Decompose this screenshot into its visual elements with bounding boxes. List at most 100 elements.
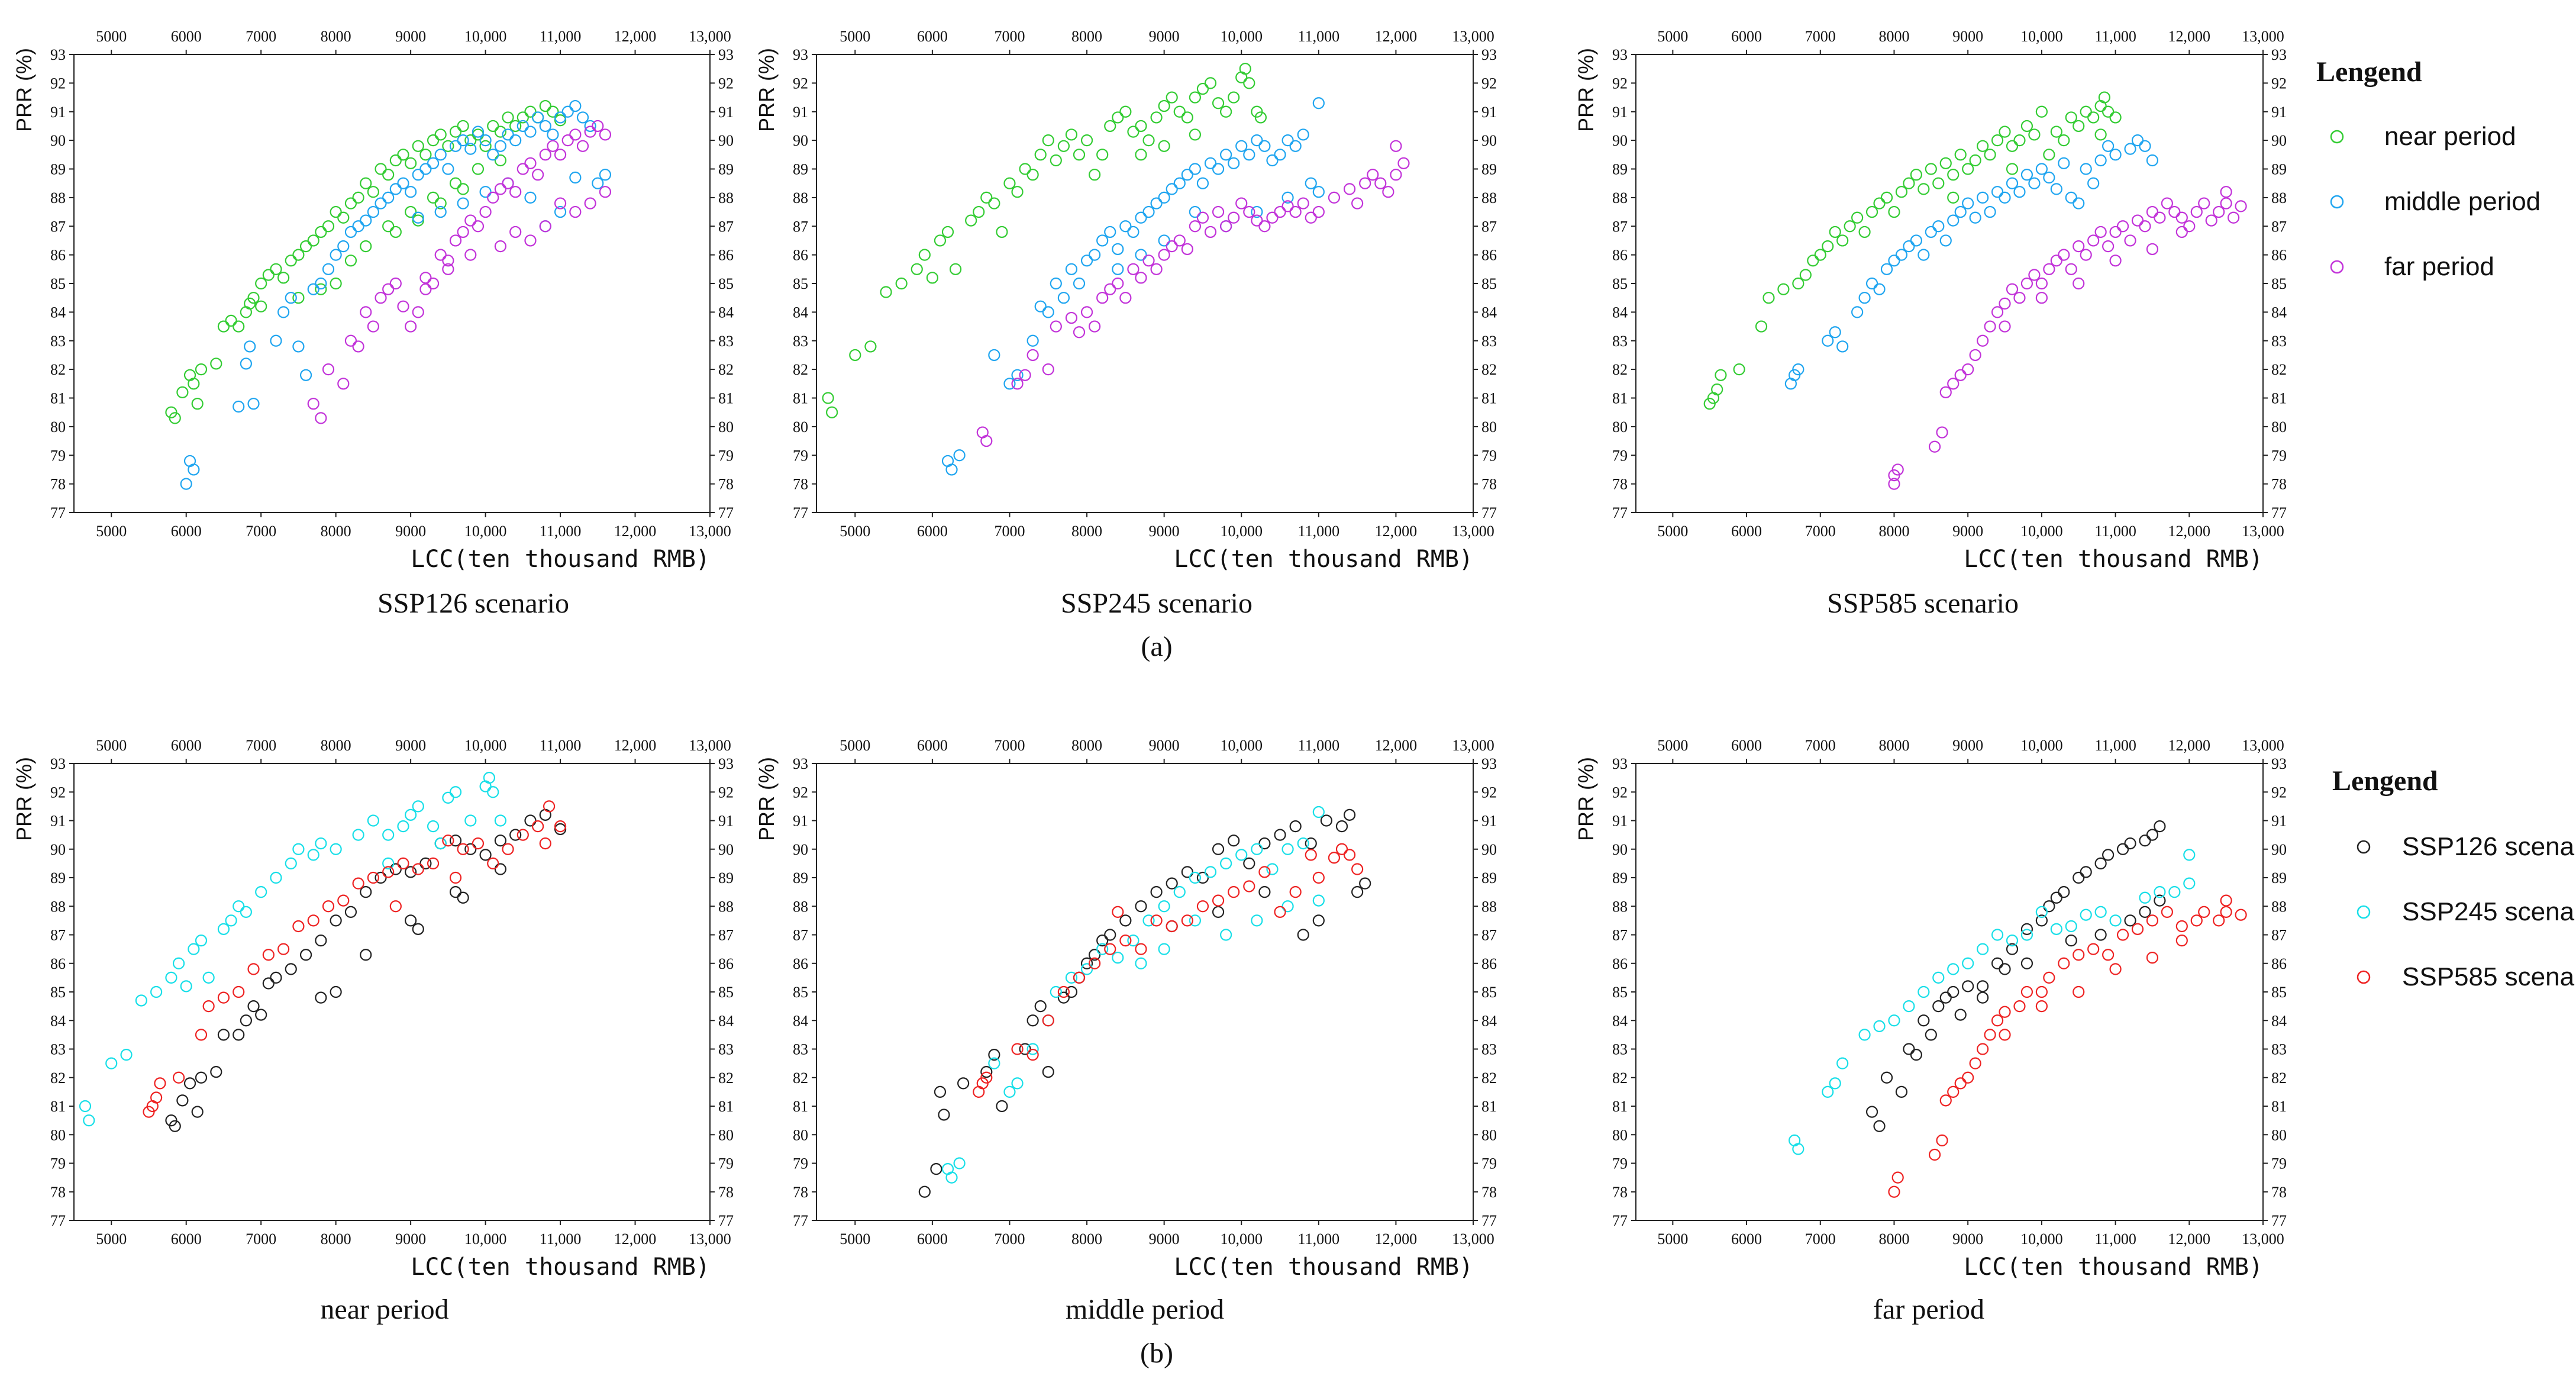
- data-point: [1962, 980, 1974, 993]
- data-point: [434, 837, 447, 850]
- data-point: [1003, 177, 1016, 189]
- data-point: [1999, 297, 2011, 310]
- chart-panel-4: 5000 5000 6000 6000 7000 7000 8000 8000 9000 9000…: [12, 737, 734, 1325]
- y-tick-label-right: 89: [1481, 869, 1497, 887]
- data-point: [1050, 320, 1062, 333]
- data-point: [405, 866, 417, 878]
- data-point: [397, 820, 409, 833]
- y-tick-label: 85: [50, 275, 66, 292]
- data-point: [1918, 985, 1930, 998]
- data-point: [2168, 886, 2181, 898]
- y-tick-label: 80: [1612, 1126, 1628, 1143]
- data-point: [360, 306, 372, 318]
- x-tick-label: 13,000: [689, 523, 731, 540]
- data-point: [1274, 829, 1286, 841]
- data-point: [980, 434, 993, 447]
- data-point: [1858, 225, 1871, 239]
- x-tick-label-top: 7000: [246, 737, 276, 754]
- data-point: [584, 125, 596, 138]
- data-point: [1873, 1020, 1886, 1033]
- data-point: [1212, 205, 1225, 218]
- data-point: [1977, 140, 1989, 152]
- y-tick-label-right: 92: [1481, 784, 1497, 801]
- x-tick-label: 5000: [840, 1230, 870, 1248]
- x-tick-label-top: 7000: [1805, 737, 1836, 754]
- data-point: [397, 300, 409, 312]
- data-point: [1947, 963, 1960, 975]
- data-point: [1158, 943, 1170, 955]
- data-point: [233, 1029, 245, 1041]
- x-tick-label: 11,000: [2094, 523, 2136, 540]
- data-point: [1888, 478, 1900, 490]
- y-tick-label: 84: [50, 1012, 66, 1029]
- x-tick-label: 11,000: [540, 523, 582, 540]
- data-point: [1003, 378, 1016, 390]
- y-tick-label-right: 86: [718, 247, 734, 264]
- data-point: [457, 183, 469, 195]
- data-point: [307, 398, 319, 410]
- data-point: [464, 143, 477, 155]
- data-point: [375, 292, 387, 304]
- x-tick-label: 10,000: [464, 1230, 507, 1248]
- y-tick-label: 92: [50, 75, 66, 92]
- data-point: [442, 791, 454, 804]
- data-point: [509, 225, 522, 239]
- y-tick-label-right: 83: [718, 333, 734, 350]
- data-point: [2139, 220, 2151, 233]
- data-point: [375, 871, 387, 884]
- data-point: [1142, 914, 1155, 927]
- data-point: [1119, 935, 1132, 947]
- data-point: [2220, 197, 2232, 210]
- y-tick-label: 88: [1612, 189, 1628, 207]
- y-tick-label: 86: [50, 955, 66, 972]
- x-tick-label-top: 10,000: [2020, 737, 2063, 754]
- data-point: [1351, 863, 1364, 875]
- data-point: [1042, 306, 1054, 318]
- y-tick-label: 78: [50, 1184, 66, 1201]
- y-tick-label: 79: [50, 1155, 66, 1172]
- data-point: [457, 134, 469, 147]
- data-point: [344, 225, 357, 239]
- data-point: [2175, 211, 2188, 224]
- x-tick-label-top: 6000: [917, 28, 948, 45]
- data-point: [918, 1185, 931, 1198]
- data-point: [2124, 837, 2136, 850]
- y-tick-label: 85: [793, 984, 808, 1001]
- data-point: [1999, 191, 2011, 204]
- data-point: [532, 820, 544, 833]
- y-tick-label-right: 86: [2271, 955, 2287, 972]
- x-tick-label: 6000: [917, 523, 948, 540]
- data-point: [1297, 197, 1309, 210]
- data-point: [1258, 886, 1271, 898]
- y-tick-label: 89: [1612, 161, 1628, 178]
- data-point: [1135, 957, 1147, 969]
- x-tick-label-top: 9000: [1952, 28, 1983, 45]
- data-point: [1991, 134, 2004, 147]
- series-ssp126-scenario: [165, 808, 567, 1132]
- x-axis-label: LCC(ten thousand RMB): [1174, 546, 1473, 573]
- data-point: [1112, 277, 1124, 290]
- y-tick-label-right: 86: [1481, 955, 1497, 972]
- data-point: [1181, 243, 1193, 256]
- data-point: [1243, 205, 1255, 218]
- data-point: [561, 134, 574, 147]
- data-point: [1251, 205, 1263, 218]
- y-tick-label: 78: [793, 476, 808, 493]
- x-tick-label-top: 5000: [1657, 28, 1688, 45]
- y-axis-label: PRR (%): [1574, 757, 1598, 841]
- y-tick-label-right: 78: [718, 1184, 734, 1201]
- data-point: [442, 140, 454, 152]
- data-point: [1939, 1094, 1952, 1107]
- y-tick-label-right: 88: [718, 898, 734, 915]
- data-point: [344, 254, 357, 267]
- y-tick-label: 86: [793, 955, 808, 972]
- data-point: [180, 980, 192, 993]
- x-tick-label: 9000: [1149, 1230, 1180, 1248]
- x-tick-label-top: 11,000: [1298, 737, 1340, 754]
- data-point: [244, 340, 256, 353]
- data-point: [1312, 186, 1325, 198]
- data-point: [382, 191, 395, 204]
- data-point: [344, 906, 357, 919]
- data-point: [1715, 369, 1727, 381]
- data-point: [434, 249, 447, 261]
